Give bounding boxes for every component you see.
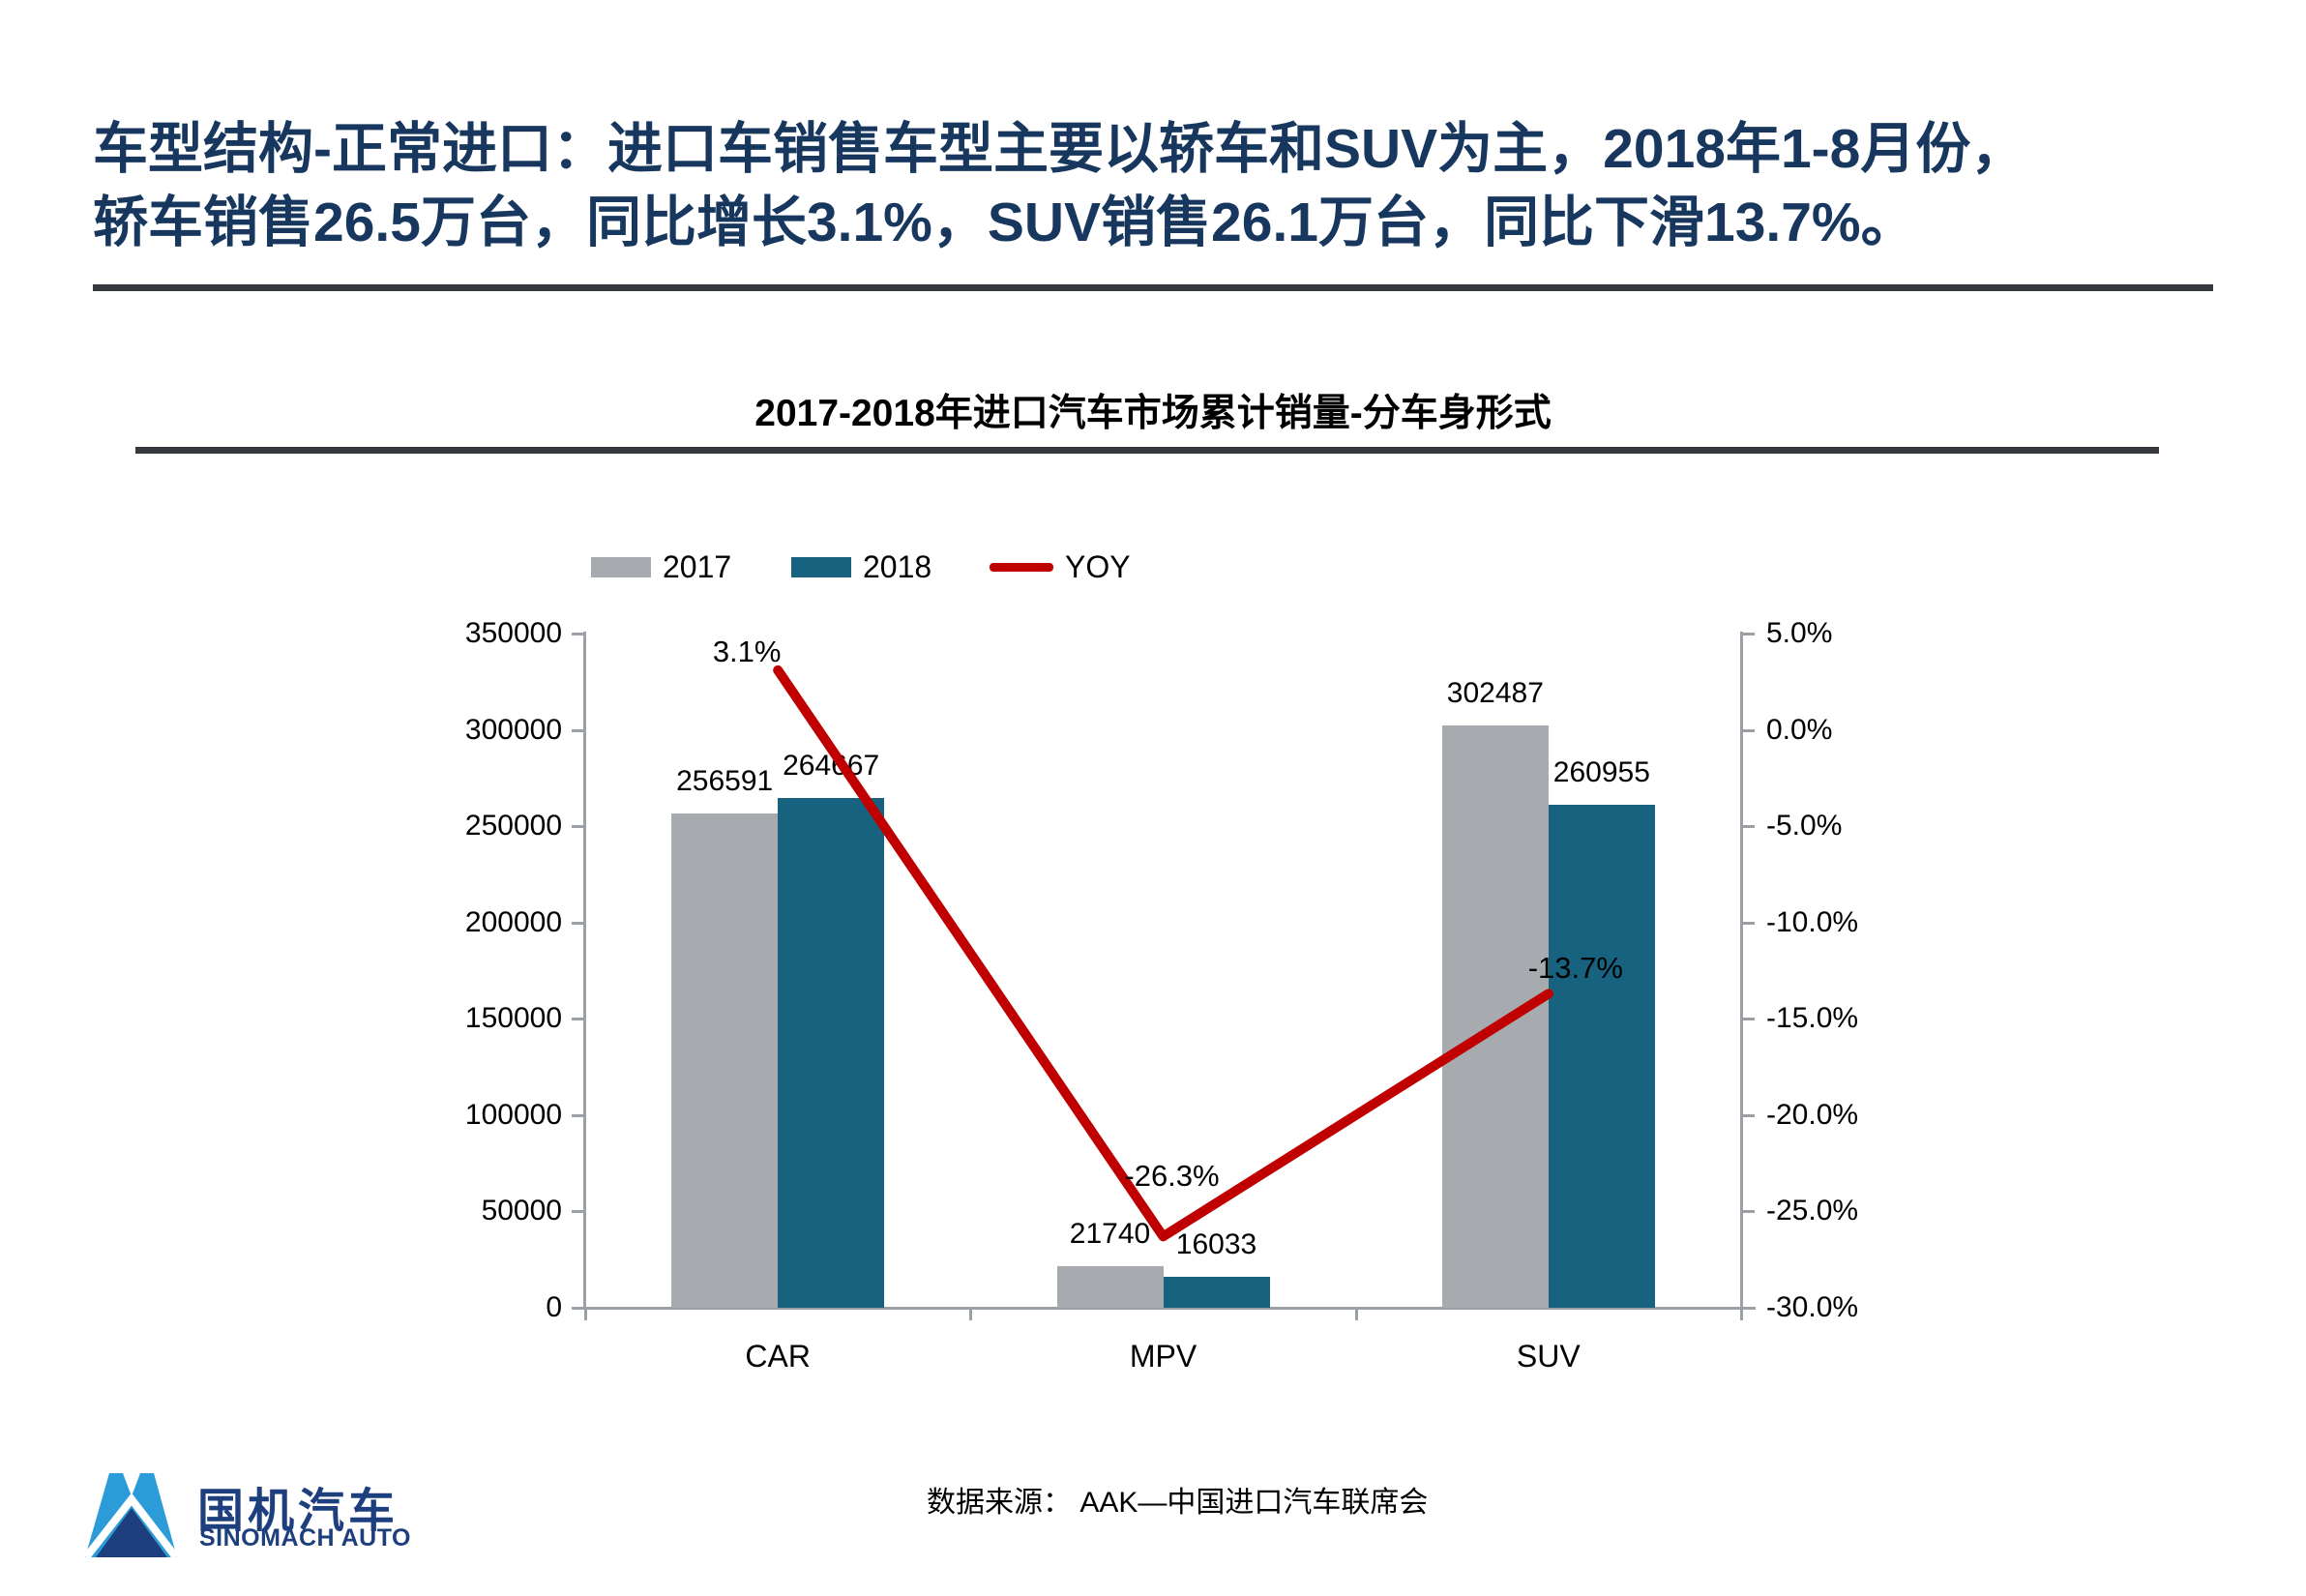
legend-item-yoy: YOY — [990, 547, 1131, 586]
y-axis-left-tick — [572, 1307, 583, 1310]
category-label: CAR — [745, 1339, 811, 1374]
y-axis-right-tick — [1743, 728, 1755, 732]
bar-2018-SUV — [1548, 805, 1655, 1308]
y-axis-left-tick — [572, 1018, 583, 1021]
y-axis-left-label: 200000 — [464, 905, 562, 938]
chart-title-divider — [135, 447, 2159, 454]
y-axis-left-label: 250000 — [464, 810, 562, 842]
bar-2017-MPV — [1056, 1265, 1164, 1308]
legend-item-2017: 2017 — [591, 547, 731, 586]
y-axis-right-tick — [1743, 633, 1755, 635]
legend-swatch-2017 — [591, 556, 651, 577]
y-axis-right-tick — [1743, 825, 1755, 829]
yoy-point-label: 3.1% — [712, 634, 782, 668]
y-axis-right-label: -15.0% — [1766, 1002, 1859, 1035]
x-axis — [582, 1307, 1756, 1310]
bar-value-label: 16033 — [1175, 1228, 1257, 1261]
legend-label-2018: 2018 — [863, 548, 932, 584]
y-axis-right-label: -25.0% — [1766, 1195, 1859, 1227]
y-axis-left-label: 150000 — [464, 1002, 562, 1035]
yoy-point-label: -13.7% — [1527, 951, 1623, 986]
y-axis-left-label: 0 — [546, 1291, 562, 1323]
bar-2017-SUV — [1441, 724, 1549, 1308]
y-axis-left-tick — [572, 1210, 583, 1214]
legend-line-yoy — [990, 562, 1053, 572]
y-axis-right-tick — [1743, 921, 1755, 925]
y-axis-left-tick — [572, 728, 583, 732]
y-axis-right-tick — [1743, 1210, 1755, 1214]
bar-value-label: 260955 — [1552, 756, 1650, 789]
slide-title: 车型结构-正常进口：进口车销售车型主要以轿车和SUV为主，2018年1-8月份，… — [93, 112, 2231, 259]
x-axis-tick — [1740, 1308, 1743, 1320]
y-axis-left-label: 50000 — [481, 1195, 562, 1227]
x-axis-tick — [584, 1308, 587, 1320]
y-axis-left-tick — [572, 825, 583, 829]
y-axis-right-tick — [1743, 1113, 1755, 1117]
slide-title-line1: 车型结构-正常进口：进口车销售车型主要以轿车和SUV为主，2018年1-8月份， — [93, 118, 2026, 180]
title-divider — [93, 284, 2213, 291]
y-axis-right-label: 5.0% — [1766, 617, 1833, 649]
y-axis-right-label: -10.0% — [1766, 905, 1859, 938]
legend-label-yoy: YOY — [1065, 548, 1131, 584]
y-axis-left-tick — [572, 921, 583, 925]
y-axis-right-label: -5.0% — [1766, 810, 1843, 842]
bar-2018-MPV — [1163, 1277, 1270, 1308]
slide-title-line2: 轿车销售26.5万台，同比增长3.1%，SUV销售26.1万台，同比下滑13.7… — [93, 192, 1916, 253]
chart-title: 2017-2018年进口汽车市场累计销量-分车身形式 — [754, 393, 1552, 434]
bar-2017-CAR — [671, 813, 779, 1308]
bar-2018-CAR — [778, 797, 885, 1308]
y-axis-right-tick — [1743, 1018, 1755, 1021]
x-axis-tick — [1354, 1308, 1358, 1320]
y-axis-left-tick — [572, 633, 583, 635]
y-axis-left-label: 300000 — [464, 713, 562, 746]
bar-value-label: 264667 — [783, 749, 880, 782]
legend-swatch-2018 — [791, 556, 851, 577]
category-label: SUV — [1516, 1339, 1581, 1374]
legend-label-2017: 2017 — [663, 548, 732, 584]
bar-value-label: 302487 — [1446, 676, 1544, 709]
legend-item-2018: 2018 — [791, 547, 931, 586]
y-axis-left — [583, 632, 586, 1310]
y-axis-right-tick — [1743, 1307, 1755, 1310]
bar-value-label: 256591 — [676, 765, 774, 798]
category-label: MPV — [1129, 1339, 1197, 1374]
y-axis-right-label: -20.0% — [1766, 1098, 1859, 1131]
y-axis-left-tick — [572, 1113, 583, 1117]
logo-text-cn: 国机汽车 — [197, 1486, 399, 1537]
y-axis-right — [1740, 632, 1743, 1310]
y-axis-right-label: -30.0% — [1766, 1291, 1859, 1323]
logo-text-en: SINOMACH AUTO — [199, 1524, 411, 1552]
y-axis-left-label: 350000 — [464, 617, 562, 649]
sinomach-logo-icon — [85, 1473, 177, 1557]
x-axis-tick — [969, 1308, 973, 1320]
y-axis-left-label: 100000 — [464, 1098, 562, 1131]
yoy-point-label: -26.3% — [1124, 1159, 1220, 1194]
y-axis-right-label: 0.0% — [1766, 713, 1833, 746]
data-source: 数据来源： AAK—中国进口汽车联席会 — [927, 1487, 1429, 1519]
